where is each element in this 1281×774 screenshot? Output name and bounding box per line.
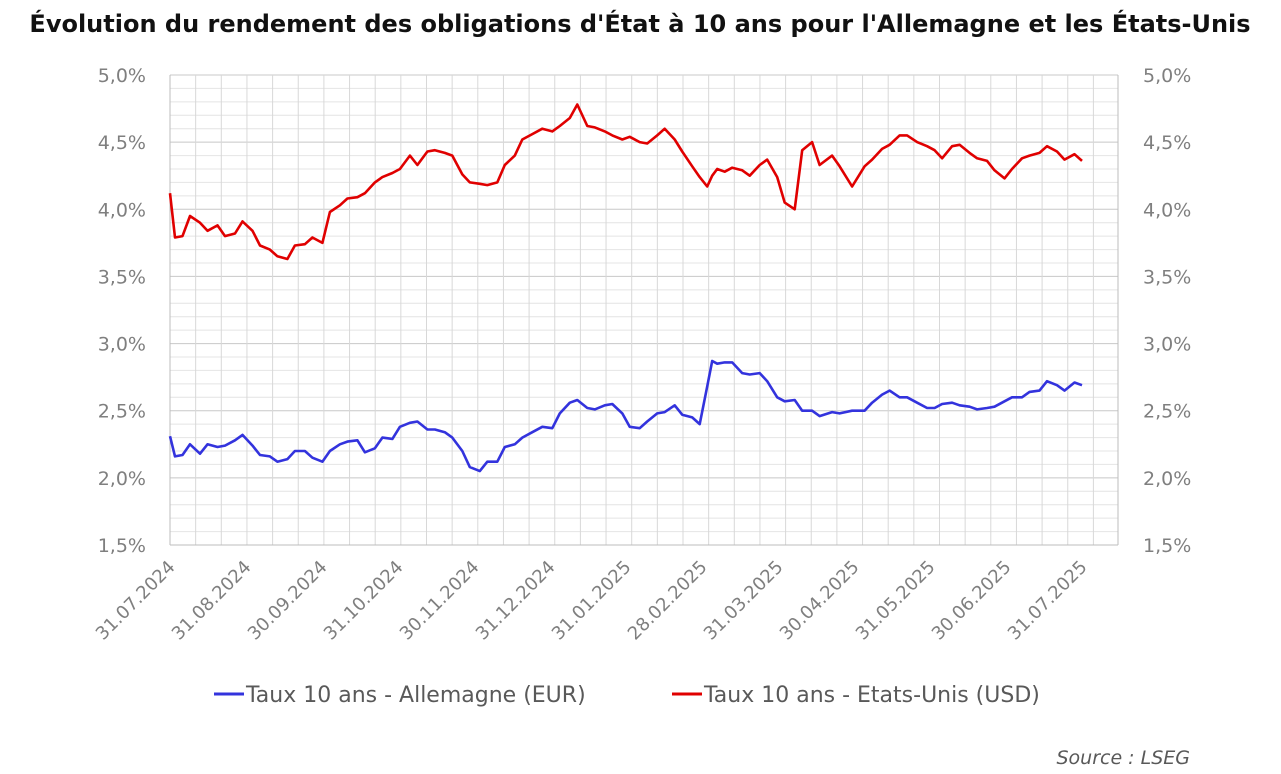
y-tick-label-right: 2,0%	[1143, 468, 1191, 490]
y-tick-label-left: 4,5%	[98, 132, 146, 154]
y-axis-right: 1,5% 2,0% 2,5% 3,0% 3,5% 4,0% 4,5% 5,0%	[1143, 65, 1191, 557]
x-tick-label: 31.12.2024	[472, 557, 560, 645]
y-tick-label-right: 5,0%	[1143, 65, 1191, 87]
x-tick-label: 30.11.2024	[396, 557, 484, 645]
x-tick-label: 31.10.2024	[320, 557, 408, 645]
y-tick-label-left: 5,0%	[98, 65, 146, 87]
y-tick-label-right: 3,0%	[1143, 334, 1191, 356]
y-tick-label-left: 3,5%	[98, 266, 146, 288]
series-line-germany	[168, 359, 1083, 473]
y-tick-label-left: 4,0%	[98, 199, 146, 221]
source-note: Source : LSEG	[1056, 747, 1190, 769]
chart-title: Évolution du rendement des obligations d…	[29, 9, 1250, 38]
x-tick-label: 31.07.2025	[1004, 557, 1092, 645]
x-tick-label: 30.04.2025	[776, 557, 864, 645]
grid	[169, 74, 1119, 546]
x-tick-label: 31.07.2024	[92, 557, 180, 645]
series-lines	[168, 103, 1083, 473]
y-tick-label-right: 4,5%	[1143, 132, 1191, 154]
x-axis: 31.07.202431.08.202430.09.202431.10.2024…	[92, 557, 1092, 645]
series-line-usa	[168, 103, 1083, 261]
x-tick-label: 30.09.2024	[244, 557, 332, 645]
x-tick-label: 31.08.2024	[168, 557, 256, 645]
legend: Taux 10 ans - Allemagne (EUR) Taux 10 ans…	[214, 683, 1040, 708]
y-tick-label-left: 2,0%	[98, 468, 146, 490]
x-tick-label: 31.03.2025	[700, 557, 788, 645]
y-tick-label-left: 2,5%	[98, 401, 146, 423]
y-tick-label-right: 4,0%	[1143, 199, 1191, 221]
y-tick-label-right: 1,5%	[1143, 535, 1191, 557]
y-axis-left: 1,5% 2,0% 2,5% 3,0% 3,5% 4,0% 4,5% 5,0%	[98, 65, 146, 557]
y-tick-label-left: 1,5%	[98, 535, 146, 557]
x-tick-label: 30.06.2025	[928, 557, 1016, 645]
y-tick-label-right: 3,5%	[1143, 266, 1191, 288]
y-tick-label-left: 3,0%	[98, 334, 146, 356]
y-tick-label-right: 2,5%	[1143, 401, 1191, 423]
x-tick-label: 28.02.2025	[624, 557, 712, 645]
legend-label: Taux 10 ans - Etats-Unis (USD)	[703, 683, 1040, 708]
x-tick-label: 31.05.2025	[852, 557, 940, 645]
legend-label: Taux 10 ans - Allemagne (EUR)	[245, 683, 586, 708]
x-tick-label: 31.01.2025	[548, 557, 636, 645]
